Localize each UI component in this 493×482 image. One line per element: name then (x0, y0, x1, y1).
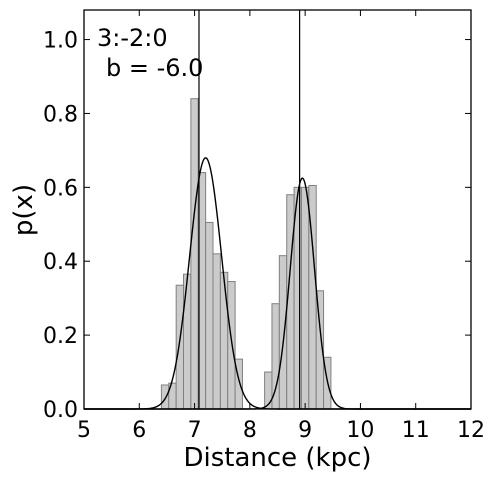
histogram-bar (175, 284, 185, 410)
histogram-bar (278, 255, 288, 410)
y-axis-ticks: 0.0 0.2 0.4 0.6 0.8 1.0 (43, 29, 471, 423)
histogram-bar (160, 384, 170, 410)
histogram-bar (190, 98, 199, 410)
x-tick-label: 10 (346, 418, 374, 443)
annotation-b-value: b = -6.0 (106, 54, 203, 82)
histogram-bar (183, 273, 192, 410)
x-axis-ticks: 5 6 7 8 9 10 11 12 (77, 10, 485, 443)
y-tick-label: 0.0 (43, 398, 78, 423)
x-tick-label: 12 (457, 418, 485, 443)
y-tick-label: 0.4 (43, 250, 78, 275)
x-tick-label: 11 (402, 418, 430, 443)
y-tick-label: 0.8 (43, 102, 78, 127)
y-axis-title: p(x) (9, 184, 39, 236)
histogram-bar (227, 281, 236, 410)
y-tick-label: 1.0 (43, 29, 78, 54)
plot-frame (83, 9, 472, 410)
histogram-bars (160, 98, 332, 410)
x-tick-label: 9 (298, 418, 312, 443)
reference-lines (198, 10, 301, 409)
histogram-bar (271, 303, 280, 410)
x-tick-label: 7 (188, 418, 202, 443)
y-tick-label: 0.2 (43, 324, 78, 349)
histogram-bar (205, 221, 214, 410)
y-tick-label: 0.6 (43, 176, 78, 201)
histogram-bar (300, 186, 310, 410)
histogram-bar (219, 271, 229, 410)
annotation-model: 3:-2:0 (97, 24, 168, 52)
x-tick-label: 8 (243, 418, 257, 443)
x-axis-title: Distance (kpc) (183, 443, 371, 473)
histogram-bar (212, 253, 221, 410)
x-tick-label: 6 (132, 418, 146, 443)
x-tick-label: 5 (77, 418, 91, 443)
